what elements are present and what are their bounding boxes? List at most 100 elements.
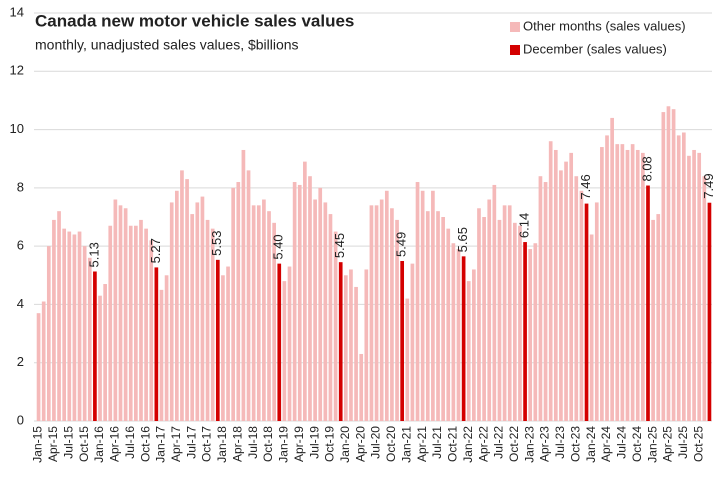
x-tick-label: Oct-16 — [138, 426, 152, 462]
bar — [543, 182, 548, 421]
bar — [282, 281, 287, 421]
bar — [533, 243, 538, 421]
bar — [164, 275, 169, 421]
bar — [605, 135, 609, 421]
bar — [635, 149, 640, 421]
bar — [507, 205, 512, 421]
bar — [681, 132, 686, 421]
bar — [518, 225, 522, 421]
y-tick-label: 14 — [10, 4, 24, 19]
bar — [328, 214, 333, 421]
bar — [589, 234, 594, 421]
bar — [57, 211, 61, 421]
bar — [431, 190, 435, 421]
x-tick-label: Jan-21 — [399, 426, 413, 463]
bar — [369, 205, 374, 421]
x-tick-label: Apr-22 — [476, 426, 490, 462]
legend-swatch — [510, 45, 520, 55]
x-tick-label: Jan-20 — [338, 426, 352, 463]
chart-subtitle: monthly, unadjusted sales values, $billi… — [35, 37, 299, 53]
x-tick-label: Jul-21 — [430, 426, 444, 459]
x-tick-label: Jan-15 — [31, 426, 45, 463]
bar — [354, 286, 358, 421]
x-tick-label: Jul-23 — [553, 426, 567, 459]
bar — [144, 228, 148, 421]
bar — [87, 257, 92, 421]
bar — [67, 231, 72, 421]
x-tick-label: Jul-17 — [184, 426, 198, 459]
bar — [139, 219, 143, 421]
bar — [297, 184, 302, 421]
bar — [231, 187, 236, 421]
bar — [630, 144, 635, 421]
bar — [538, 176, 543, 421]
x-tick-label: Jan-23 — [522, 426, 536, 463]
x-tick-label: Apr-21 — [415, 426, 429, 462]
x-tick-label: Jul-19 — [307, 426, 321, 459]
x-tick-label: Apr-18 — [230, 426, 244, 462]
bar — [287, 266, 292, 421]
bar — [625, 149, 630, 421]
bar — [180, 170, 184, 421]
value-label: 5.40 — [271, 234, 286, 259]
x-tick-label: Oct-17 — [200, 426, 214, 462]
y-tick-label: 2 — [17, 354, 24, 369]
bar — [185, 179, 189, 421]
x-tick-label: Apr-20 — [353, 426, 367, 462]
bar — [292, 182, 297, 421]
bar — [446, 228, 451, 421]
bar — [410, 263, 415, 421]
x-tick-label: Jan-19 — [277, 426, 291, 463]
bar — [236, 182, 241, 421]
y-tick-label: 0 — [17, 412, 24, 427]
bar — [205, 219, 210, 421]
x-tick-label: Oct-19 — [323, 426, 337, 462]
bar — [103, 284, 107, 421]
bar — [661, 112, 666, 421]
bar — [574, 176, 579, 421]
bar — [615, 144, 620, 421]
bar — [123, 208, 128, 421]
bar — [200, 196, 205, 421]
bar — [318, 187, 323, 421]
bar — [303, 161, 307, 421]
x-tick-label: Jan-25 — [645, 426, 659, 463]
bar — [267, 211, 271, 421]
x-tick-label: Apr-15 — [46, 426, 60, 462]
bar — [461, 256, 466, 421]
value-label: 5.27 — [148, 238, 163, 263]
bar — [594, 202, 599, 421]
x-tick-label: Oct-25 — [691, 426, 705, 462]
bar — [610, 117, 614, 422]
bar — [584, 203, 589, 421]
bar — [221, 275, 225, 421]
bar — [502, 205, 507, 421]
bar — [641, 152, 645, 421]
value-label: 8.08 — [639, 156, 654, 181]
bar — [569, 152, 574, 421]
bar — [564, 161, 568, 421]
x-tick-label: Apr-16 — [108, 426, 122, 462]
bar — [190, 214, 195, 421]
x-tick-label: Oct-21 — [446, 426, 460, 462]
x-tick-label: Apr-23 — [538, 426, 552, 462]
bar — [333, 231, 338, 421]
bar — [466, 281, 471, 421]
bar — [159, 289, 164, 421]
bar — [93, 271, 97, 421]
x-tick-label: Oct-18 — [261, 426, 275, 462]
bar — [262, 199, 266, 421]
bar — [707, 202, 712, 421]
legend-label: December (sales values) — [523, 41, 667, 56]
bar — [343, 275, 348, 421]
bar — [149, 240, 154, 421]
x-tick-label: Jan-24 — [584, 426, 598, 463]
bar — [523, 242, 527, 421]
bar — [390, 208, 394, 421]
bar — [210, 228, 215, 421]
bar — [676, 135, 681, 421]
x-tick-label: Apr-24 — [599, 426, 613, 462]
bar — [349, 269, 353, 421]
bar — [154, 267, 159, 421]
y-tick-label: 8 — [17, 179, 24, 194]
